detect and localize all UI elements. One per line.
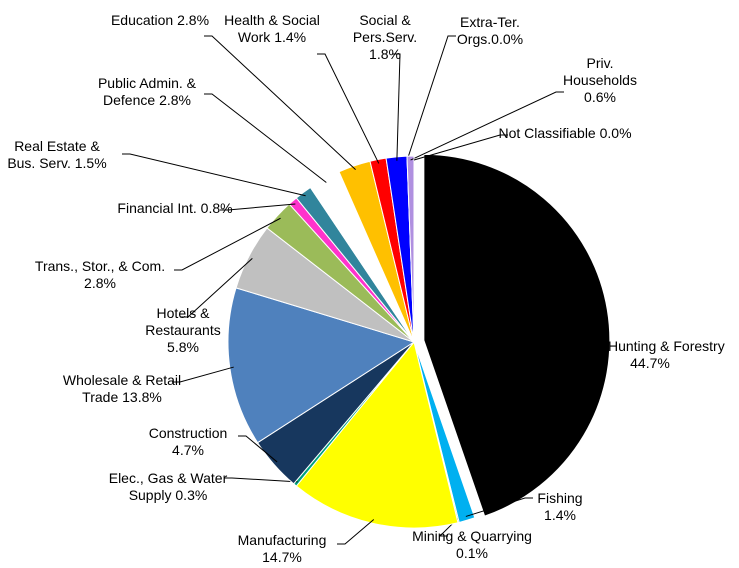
category-label: Hotels & Restaurants [145,305,221,338]
leader-line [220,203,296,211]
value-label: 44.7% [630,355,670,371]
value-label: 0.1% [456,545,488,561]
category-label: Wholesale & Retail Trade [62,372,182,405]
data-label: Wholesale & Retail Trade 13.8% [60,372,184,406]
value-label: 0.0% [599,125,632,141]
value-label: 14.7% [262,549,302,565]
data-label: Education 2.8% [110,12,210,29]
leader-line [172,366,234,383]
leader-line [174,217,281,271]
value-label: 0.6% [584,89,616,105]
category-label: Agr., Hunting & Forestry [575,338,725,354]
value-label: 2.8% [84,275,116,291]
leader-line [180,257,253,318]
leader-line [122,153,306,197]
data-label: Social & Pers.Serv. 1.8% [339,12,431,63]
pie-slice [227,287,416,444]
data-label: Priv. Households 0.6% [552,55,648,106]
value-label: 1.4% [544,507,576,523]
data-label: Mining & Quarrying 0.1% [402,528,542,562]
value-label: 1.5% [74,155,107,171]
category-label: Construction [148,425,228,441]
data-label: Financial Int. 0.8% [115,200,235,217]
value-label: 13.8% [122,389,162,405]
leader-line [406,35,456,161]
data-label: Public Admin. & Defence 2.8% [80,75,214,109]
category-label: Financial Int. [117,200,197,216]
category-label: Trans., Stor., & Com. [34,258,166,274]
category-label: Public Admin. & Defence [97,75,197,108]
category-label: Real Estate & Bus. Serv. [7,138,100,171]
value-label: 2.8% [177,12,210,28]
data-label: Health & Social Work 1.4% [210,12,334,46]
data-label: Elec., Gas & Water Supply 0.3% [103,470,233,504]
data-label: Trans., Stor., & Com. 2.8% [20,258,180,292]
data-label: Manufacturing 14.7% [217,532,347,566]
leader-line [204,93,327,183]
pie-slice [423,153,611,517]
pie-slice [295,340,459,529]
value-label: 2.8% [159,92,191,108]
data-label: Real Estate & Bus. Serv. 1.5% [1,138,113,172]
data-label: Not Classifiable 0.0% [495,125,635,142]
value-label: 5.8% [167,339,199,355]
leader-line [224,477,298,483]
category-label: Extra-Ter. Orgs. [456,14,520,47]
category-label: Not Classifiable [498,125,596,141]
leader-line [392,53,401,161]
category-label: Health & Social Work [224,12,320,45]
data-label: Agr., Hunting & Forestry 44.7% [575,338,725,372]
category-label: Mining & Quarrying [412,528,532,544]
category-label: Manufacturing [237,532,327,548]
data-label: Construction 4.7% [133,425,243,459]
leader-line [317,53,380,164]
leader-line [410,91,564,161]
value-label: 1.4% [274,29,307,45]
leader-line [238,435,278,463]
category-label: Priv. Households [563,55,637,88]
category-label: Elec., Gas & Water Supply [108,470,228,503]
value-label: 0.0% [491,31,524,47]
leader-line [465,497,533,517]
leader-line [204,35,356,170]
category-label: Fishing [537,490,583,506]
category-label: Education [110,12,174,28]
data-label: Extra-Ter. Orgs.0.0% [442,14,538,48]
leader-line [413,134,508,161]
value-label: 4.7% [172,442,204,458]
value-label: 0.3% [175,487,208,503]
value-label: 1.8% [369,46,401,62]
data-label: Fishing 1.4% [520,490,600,524]
value-label: 0.8% [200,200,233,216]
data-label: Hotels & Restaurants 5.8% [133,305,233,356]
category-label: Social & Pers.Serv. [352,12,418,45]
leader-line [337,519,375,545]
